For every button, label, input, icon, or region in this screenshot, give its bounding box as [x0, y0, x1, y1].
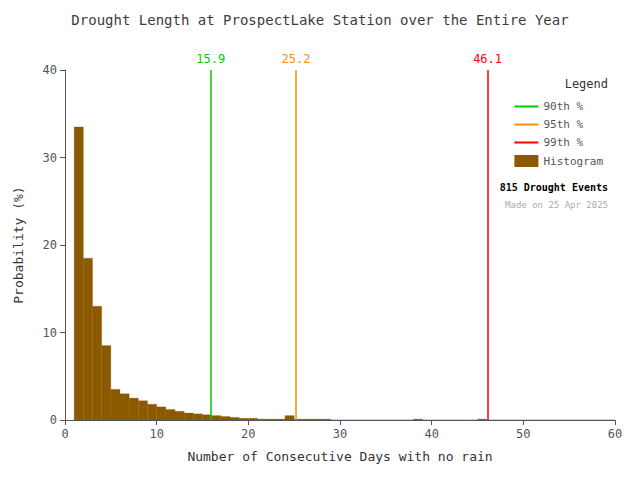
- svg-text:815 Drought Events: 815 Drought Events: [500, 182, 608, 193]
- svg-text:90th %: 90th %: [543, 100, 583, 113]
- svg-text:Probability (%): Probability (%): [11, 186, 26, 303]
- svg-text:30: 30: [333, 427, 347, 441]
- svg-text:0: 0: [50, 413, 57, 427]
- svg-text:46.1: 46.1: [473, 52, 502, 66]
- svg-text:30: 30: [43, 151, 57, 165]
- svg-text:25.2: 25.2: [282, 52, 311, 66]
- svg-text:Drought Length at ProspectLake: Drought Length at ProspectLake Station o…: [71, 12, 568, 28]
- svg-text:20: 20: [241, 427, 255, 441]
- svg-text:Made on 25 Apr 2025: Made on 25 Apr 2025: [505, 200, 608, 210]
- svg-text:Histogram: Histogram: [543, 155, 603, 168]
- svg-text:60: 60: [608, 427, 622, 441]
- svg-text:40: 40: [424, 427, 438, 441]
- svg-text:0: 0: [61, 427, 68, 441]
- svg-text:95th %: 95th %: [543, 118, 583, 131]
- svg-text:10: 10: [43, 326, 57, 340]
- svg-text:20: 20: [43, 238, 57, 252]
- svg-text:15.9: 15.9: [196, 52, 225, 66]
- svg-text:50: 50: [516, 427, 530, 441]
- svg-text:10: 10: [149, 427, 163, 441]
- svg-text:Legend: Legend: [565, 77, 608, 91]
- svg-text:40: 40: [43, 63, 57, 77]
- svg-text:Number of Consecutive Days wit: Number of Consecutive Days with no rain: [187, 449, 492, 464]
- svg-text:99th %: 99th %: [543, 136, 583, 149]
